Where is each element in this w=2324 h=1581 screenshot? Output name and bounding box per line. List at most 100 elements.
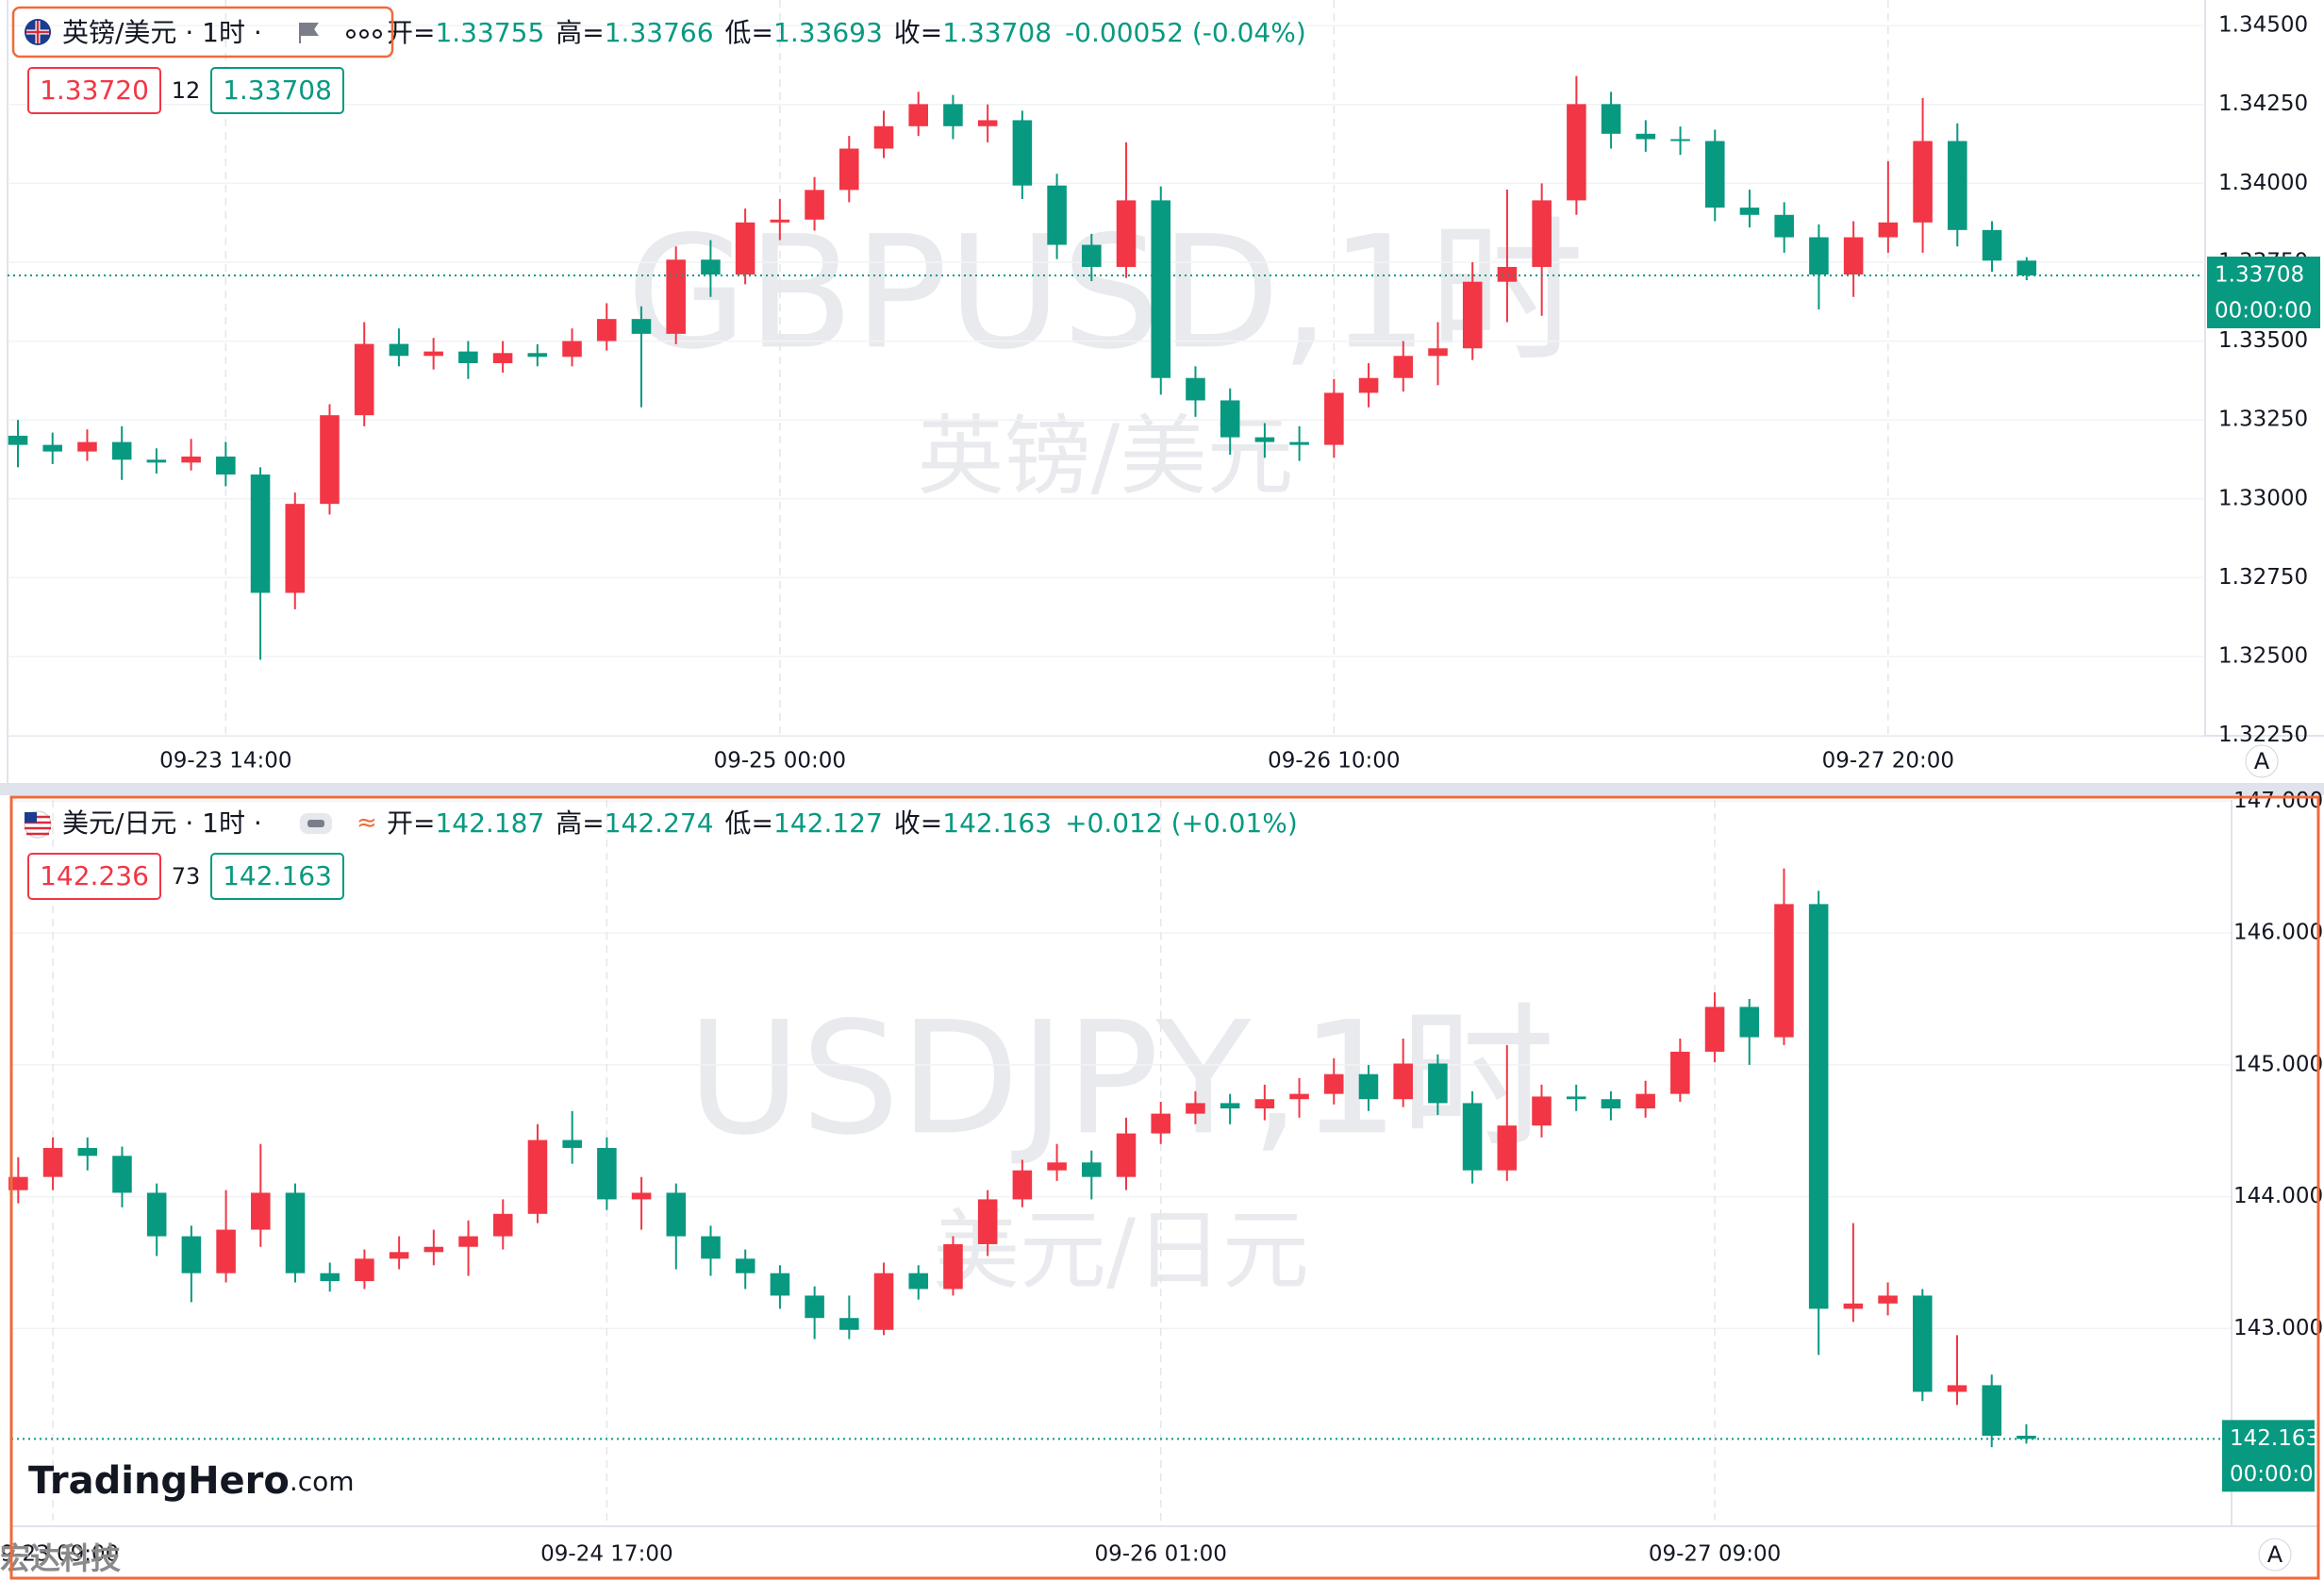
x-tick-label: 09-23 09:00: [0, 1542, 119, 1567]
candle-body: [423, 1246, 444, 1253]
candle-body: [1047, 185, 1067, 245]
ohlc-label: 开=: [387, 17, 435, 48]
candle-body: [1948, 141, 1967, 230]
symbol-title: 英镑/美元 · 1时 ·: [62, 17, 262, 48]
candle-body: [458, 351, 478, 363]
candle-body: [1323, 1073, 1344, 1094]
ohlc-label: 高=: [556, 807, 604, 839]
x-tick-label: 09-25 00:00: [714, 749, 846, 774]
candle-body: [838, 148, 859, 191]
x-tick-label: 09-27 09:00: [1649, 1542, 1781, 1567]
candle-body: [354, 343, 374, 416]
candle-body: [943, 1243, 963, 1290]
ask-box[interactable]: [210, 67, 344, 114]
ohlc-label: 收=: [894, 17, 942, 48]
candle-body: [1462, 281, 1483, 349]
candle-body: [527, 1140, 548, 1214]
candle-body: [701, 259, 721, 275]
y-tick-label: 1.34500: [2218, 13, 2308, 38]
candle-body: [42, 444, 63, 452]
candle-body: [181, 1236, 202, 1273]
candle-body: [1774, 214, 1794, 238]
candle-body: [492, 1213, 513, 1237]
candle-body: [1254, 1099, 1275, 1109]
candle-body: [977, 120, 998, 126]
watermark: GBPUSD,1时: [626, 202, 1585, 383]
candle-body: [1982, 1385, 2001, 1436]
candle-body: [562, 1140, 582, 1148]
candle-body: [735, 222, 755, 275]
candle-body: [355, 1258, 374, 1282]
candle-body: [666, 259, 686, 334]
candle-body: [1151, 1113, 1170, 1134]
candle-body: [1878, 222, 1899, 238]
candle-body: [1428, 348, 1448, 357]
candle-body: [1878, 1295, 1898, 1304]
ohlc-label: 开=: [387, 807, 435, 839]
bid-box[interactable]: [27, 853, 161, 900]
y-tick-label: 143.000: [2233, 1316, 2323, 1340]
y-tick-label: 1.34000: [2218, 171, 2308, 195]
x-tick-label: 09-24 17:00: [540, 1542, 672, 1567]
candle-body: [562, 341, 582, 358]
ohlc-legend: 开=142.187 高=142.274 低=142.127 收=142.163 +0.0…: [387, 807, 1298, 839]
candle-body: [977, 1199, 998, 1244]
last-price-label: 142.163: [2230, 1426, 2319, 1451]
candle-body: [1254, 437, 1275, 442]
candle-body: [216, 456, 236, 475]
candle-body: [458, 1236, 478, 1247]
candle-body: [1393, 1063, 1413, 1100]
last-price-label: 1.33708: [2215, 262, 2304, 287]
candle-body: [1186, 1103, 1205, 1114]
ohlc-legend: 开=1.33755 高=1.33766 低=1.33693 收=1.33708 -0.0…: [387, 17, 1306, 48]
candle-body: [1532, 200, 1552, 267]
ask-price: 1.33708: [223, 75, 332, 106]
candle-body: [735, 1258, 755, 1273]
candle-body: [1913, 1295, 1933, 1392]
candle-body: [42, 1147, 63, 1177]
candle-body: [1670, 1051, 1690, 1094]
candle-body: [597, 1147, 617, 1200]
ohlc-label: 低=: [725, 17, 773, 48]
y-tick-label: 1.33250: [2218, 408, 2308, 432]
candle-body: [1635, 1093, 1655, 1109]
auto-scale-button[interactable]: [2245, 744, 2279, 778]
candle-body: [908, 104, 928, 126]
legend-highlight[interactable]: [11, 6, 394, 58]
candle-body: [1635, 133, 1656, 140]
candle-body: [1324, 392, 1344, 445]
bid-box[interactable]: [27, 67, 161, 114]
auto-scale-button[interactable]: [2258, 1538, 2292, 1572]
spread: 73: [172, 863, 201, 890]
candle-body: [1012, 1170, 1033, 1200]
countdown-label: 00:00:00: [2215, 298, 2312, 323]
compare-icon[interactable]: ≈: [357, 809, 377, 838]
candle-body: [1082, 1162, 1102, 1177]
candle-body: [216, 1229, 236, 1273]
ask-box[interactable]: [210, 853, 344, 900]
candle-body: [1809, 237, 1829, 275]
y-tick-label: 144.000: [2233, 1184, 2323, 1208]
last-price-tag: [2222, 1420, 2315, 1492]
candle-body: [1186, 377, 1205, 401]
flag-toggle[interactable]: [299, 23, 319, 43]
candle-body: [2017, 260, 2037, 275]
candle-body: [1047, 1162, 1067, 1171]
candle-body: [701, 1236, 721, 1259]
logo: TradingHero.com: [28, 1459, 355, 1503]
more-button[interactable]: [346, 29, 382, 39]
candle-body: [1601, 104, 1621, 134]
candle-body: [1704, 141, 1725, 208]
candle-body: [251, 1192, 271, 1230]
candle-body: [839, 1318, 859, 1330]
candle-body: [8, 435, 28, 445]
last-price-tag: [2207, 256, 2320, 328]
ask-price: 142.163: [223, 860, 332, 891]
spread: 12: [172, 77, 201, 104]
candle-body: [1566, 1096, 1586, 1100]
ohlc-value: 142.163: [942, 807, 1052, 839]
bid-price: 142.236: [40, 860, 149, 891]
candle-body: [1012, 120, 1033, 186]
